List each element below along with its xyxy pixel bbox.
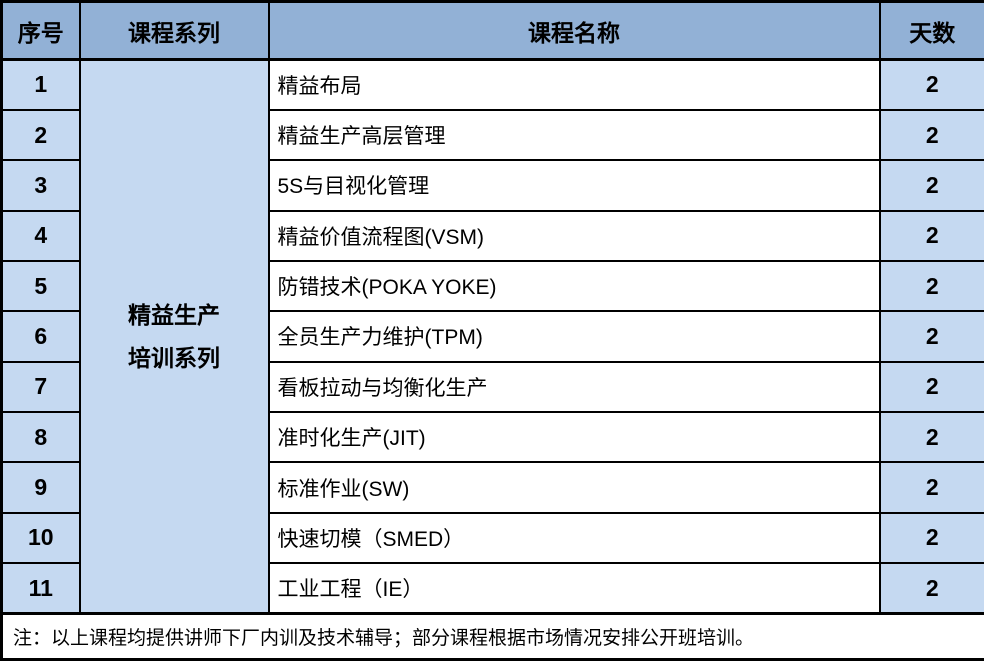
header-course-name: 课程名称 — [267, 0, 881, 61]
days-value: 2 — [878, 209, 984, 262]
course-name: 精益价值流程图(VSM) — [267, 209, 881, 262]
table-row: 7 看板拉动与均衡化生产 2 — [0, 360, 984, 414]
course-name: 工业工程（IE） — [267, 562, 881, 615]
header-days: 天数 — [878, 0, 984, 61]
row-number: 9 — [0, 461, 81, 514]
row-number: 4 — [0, 209, 81, 262]
course-name: 5S与目视化管理 — [267, 159, 881, 212]
table-row: 1 精益生产 培训系列 精益布局 2 — [0, 58, 984, 615]
row-number: 11 — [0, 562, 81, 615]
course-name: 防错技术(POKA YOKE) — [267, 259, 881, 313]
header-row: 序号 课程系列 课程名称 天数 — [0, 0, 984, 61]
days-value: 2 — [878, 511, 984, 565]
days-value: 2 — [878, 58, 984, 111]
days-value: 2 — [878, 310, 984, 363]
days-value: 2 — [878, 108, 984, 162]
course-name: 标准作业(SW) — [267, 461, 881, 514]
row-number: 6 — [0, 310, 81, 363]
days-value: 2 — [878, 411, 984, 464]
header-course-series: 课程系列 — [78, 0, 270, 61]
course-name: 看板拉动与均衡化生产 — [267, 360, 881, 414]
series-label-line1: 精益生产 — [128, 301, 220, 328]
days-value: 2 — [878, 360, 984, 414]
course-name: 精益布局 — [267, 58, 881, 111]
series-cell: 精益生产 培训系列 — [78, 58, 270, 615]
course-name: 快速切模（SMED） — [267, 511, 881, 565]
series-label-line2: 培训系列 — [128, 344, 220, 371]
table-row: 5 防错技术(POKA YOKE) 2 — [0, 259, 984, 313]
row-number: 2 — [0, 108, 81, 162]
row-number: 7 — [0, 360, 81, 414]
row-number: 10 — [0, 511, 81, 565]
course-name: 准时化生产(JIT) — [267, 411, 881, 464]
row-number: 8 — [0, 411, 81, 464]
table-row: 6 全员生产力维护(TPM) 2 — [0, 310, 984, 363]
table-row: 8 准时化生产(JIT) 2 — [0, 411, 984, 464]
course-name: 精益生产高层管理 — [267, 108, 881, 162]
row-number: 5 — [0, 259, 81, 313]
row-number: 3 — [0, 159, 81, 212]
days-value: 2 — [878, 461, 984, 514]
table-row: 3 5S与目视化管理 2 — [0, 159, 984, 212]
days-value: 2 — [878, 159, 984, 212]
days-value: 2 — [878, 259, 984, 313]
table-row: 4 精益价值流程图(VSM) 2 — [0, 209, 984, 262]
days-value: 2 — [878, 562, 984, 615]
table-row: 9 标准作业(SW) 2 — [0, 461, 984, 514]
course-name: 全员生产力维护(TPM) — [267, 310, 881, 363]
footnote: 注：以上课程均提供讲师下厂内训及技术辅导；部分课程根据市场情况安排公开班培训。 — [0, 612, 984, 661]
row-number: 1 — [0, 58, 81, 111]
table-row: 10 快速切模（SMED） 2 — [0, 511, 984, 565]
footnote-row: 注：以上课程均提供讲师下厂内训及技术辅导；部分课程根据市场情况安排公开班培训。 — [0, 612, 984, 661]
table-row: 11 工业工程（IE） 2 — [0, 562, 984, 615]
table-row: 2 精益生产高层管理 2 — [0, 108, 984, 162]
header-serial-number: 序号 — [0, 0, 81, 61]
